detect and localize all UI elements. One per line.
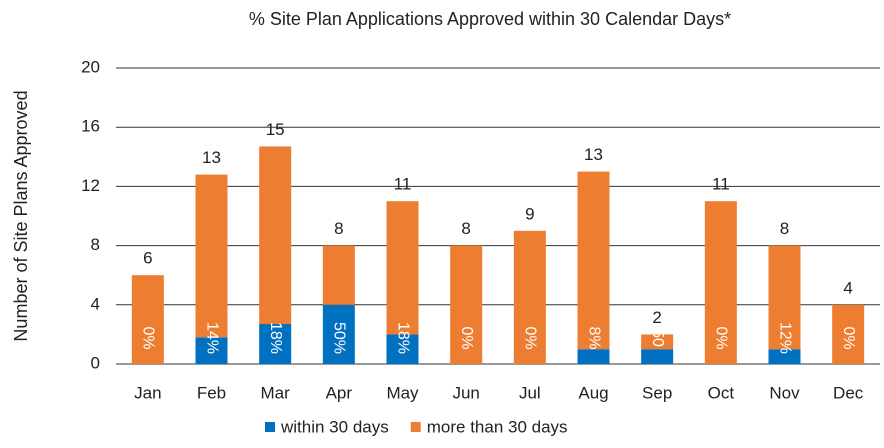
x-tick-label: Mar	[261, 383, 291, 402]
total-label: 15	[266, 120, 285, 139]
percent-label: 50	[649, 329, 666, 347]
y-tick-label: 0	[91, 353, 100, 372]
bar-segment	[322, 304, 355, 364]
x-tick-label: Jul	[519, 383, 541, 402]
bar-segment	[386, 201, 419, 335]
total-label: 8	[780, 219, 789, 238]
percent-label: 8%	[585, 326, 602, 349]
y-tick-label: 16	[81, 117, 100, 136]
bar-segment	[450, 245, 483, 364]
bar-segment	[768, 245, 801, 350]
bar-segment	[768, 349, 801, 364]
percent-label: 0%	[522, 326, 539, 349]
bar-segment	[641, 334, 674, 350]
percent-label: 14%	[203, 322, 220, 354]
bar-segment	[131, 275, 164, 364]
total-label: 4	[843, 278, 852, 297]
x-tick-label: Feb	[197, 383, 226, 402]
legend-label: within 30 days	[280, 417, 389, 436]
y-tick-label: 4	[91, 294, 100, 313]
x-tick-label: May	[386, 383, 419, 402]
chart-title: % Site Plan Applications Approved within…	[249, 9, 731, 29]
percent-label: 0%	[140, 326, 157, 349]
legend-label: more than 30 days	[427, 417, 568, 436]
bar-segment	[641, 349, 674, 364]
x-tick-label: Apr	[326, 383, 353, 402]
total-label: 8	[461, 219, 470, 238]
y-axis-label: Number of Site Plans Approved	[11, 90, 31, 341]
legend-swatch	[410, 422, 421, 432]
total-label: 8	[334, 219, 343, 238]
percent-label: 18%	[394, 322, 411, 354]
x-tick-label: Aug	[578, 383, 608, 402]
bar-segment	[195, 337, 228, 364]
bar-segment	[195, 174, 228, 338]
bar-segment	[322, 245, 355, 305]
bar-segment	[577, 349, 610, 364]
total-label: 11	[712, 175, 730, 194]
percent-label: 12%	[776, 322, 793, 354]
bar-segment	[577, 171, 610, 350]
x-tick-label: Sep	[642, 383, 672, 402]
x-tick-label: Oct	[708, 383, 735, 402]
total-label: 13	[584, 145, 603, 164]
y-tick-label: 12	[81, 176, 100, 195]
percent-label: 0%	[713, 326, 730, 349]
total-label: 13	[202, 148, 221, 167]
percent-label: 0%	[458, 326, 475, 349]
bar-segment	[704, 201, 737, 364]
bar-segment	[386, 334, 419, 364]
bar-segment	[259, 146, 292, 325]
percent-label: 50%	[331, 322, 348, 354]
total-label: 9	[525, 204, 534, 223]
y-tick-label: 8	[91, 235, 100, 254]
bar-segment	[832, 304, 865, 364]
total-label: 11	[394, 175, 412, 194]
bar-segment	[259, 324, 292, 364]
legend-swatch	[265, 422, 275, 432]
percent-label: 0%	[840, 326, 857, 349]
x-tick-label: Nov	[769, 383, 800, 402]
total-label: 2	[652, 308, 661, 327]
total-label: 6	[143, 249, 152, 268]
y-tick-label: 20	[81, 57, 100, 76]
x-tick-label: Jun	[452, 383, 479, 402]
x-tick-label: Jan	[134, 383, 161, 402]
x-tick-label: Dec	[833, 383, 864, 402]
bar-segment	[513, 230, 546, 364]
percent-label: 18%	[267, 322, 284, 354]
